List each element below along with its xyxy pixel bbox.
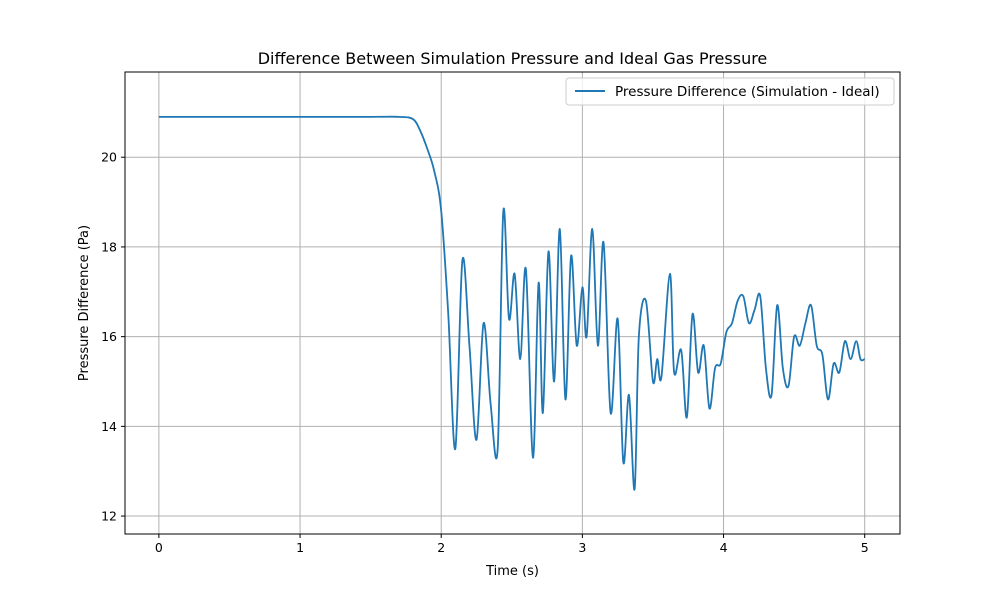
x-tick-label: 1	[296, 540, 304, 555]
y-tick-label: 20	[101, 150, 117, 165]
plot-frame	[124, 71, 901, 535]
series-layer	[158, 115, 866, 491]
y-tick-label: 14	[101, 419, 117, 434]
y-axis-label: Pressure Difference (Pa)	[77, 225, 92, 381]
x-tick-label: 0	[155, 540, 163, 555]
x-axis-label: Time (s)	[485, 564, 539, 579]
legend: Pressure Difference (Simulation - Ideal)	[565, 77, 895, 106]
y-tick-label: 12	[101, 509, 117, 524]
y-tick-label: 16	[101, 329, 117, 344]
x-tick-label: 2	[437, 540, 445, 555]
legend-box	[565, 77, 895, 106]
series-line	[158, 115, 866, 491]
y-tick-label: 18	[101, 239, 117, 254]
x-tick-label: 3	[578, 540, 586, 555]
chart-title: Difference Between Simulation Pressure a…	[258, 49, 768, 68]
x-tick-label: 4	[720, 540, 728, 555]
grid	[125, 72, 900, 534]
x-tick-label: 5	[861, 540, 869, 555]
legend-label: Pressure Difference (Simulation - Ideal)	[615, 84, 880, 100]
